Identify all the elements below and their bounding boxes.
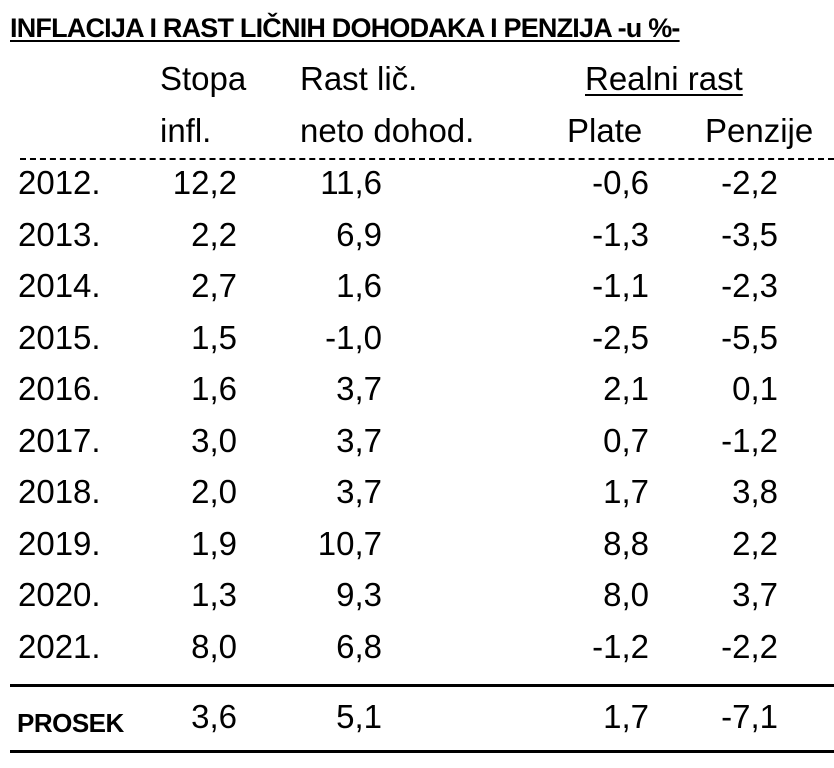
cell-rast: 3,7 — [336, 421, 382, 459]
cell-plate: 8,0 — [603, 576, 649, 613]
cell-penzije: -3,5 — [721, 215, 778, 253]
cell-infl: 8,0 — [191, 627, 237, 665]
cell-penzije: 3,7 — [732, 576, 778, 613]
table-row: 2020. 1,3 9,3 8,0 3,7 — [0, 576, 834, 628]
table-row: 2017. 3,0 3,7 0,7 -1,2 — [0, 422, 834, 474]
cell-penzije: -2,3 — [721, 267, 778, 304]
cell-infl: 2,7 — [191, 267, 237, 304]
cell-infl: 1,3 — [191, 576, 237, 613]
header-infl: infl. — [160, 112, 212, 149]
table-row: 2012. 12,2 11,6 -0,6 -2,2 — [0, 164, 834, 216]
cell-rast: 10,7 — [317, 524, 382, 562]
cell-infl: 1,6 — [191, 370, 237, 407]
table-row: 2021. 8,0 6,8 -1,2 -2,2 — [0, 628, 834, 680]
header-realni-rast: Realni rast — [585, 60, 743, 97]
cell-year: 2021. — [18, 627, 101, 665]
cell-rast: -1,0 — [325, 318, 382, 356]
summary-penzije: -7,1 — [721, 698, 778, 735]
cell-infl: 12,2 — [172, 164, 237, 201]
cell-plate: 2,1 — [603, 370, 649, 407]
cell-rast: 6,9 — [336, 215, 382, 253]
cell-plate: -2,5 — [592, 318, 649, 356]
cell-rast: 6,8 — [336, 627, 382, 665]
cell-plate: -0,6 — [592, 164, 649, 201]
table-row: 2013. 2,2 6,9 -1,3 -3,5 — [0, 216, 834, 268]
cell-year: 2019. — [18, 524, 101, 562]
summary-row: PROSEK 3,6 5,1 1,7 -7,1 — [0, 698, 834, 750]
cell-plate: 8,8 — [603, 524, 649, 562]
header-rast: Rast lič. — [300, 60, 418, 97]
summary-divider — [10, 684, 834, 687]
cell-rast: 3,7 — [336, 370, 382, 407]
cell-year: 2015. — [18, 318, 101, 356]
cell-penzije: -2,2 — [721, 164, 778, 201]
cell-plate: -1,3 — [592, 215, 649, 253]
cell-infl: 2,2 — [191, 215, 237, 253]
cell-year: 2018. — [18, 473, 101, 510]
table-row: 2018. 2,0 3,7 1,7 3,8 — [0, 473, 834, 525]
cell-rast: 1,6 — [336, 267, 382, 304]
header-penzije: Penzije — [705, 112, 814, 149]
table-row: 2015. 1,5 -1,0 -2,5 -5,5 — [0, 319, 834, 371]
cell-plate: -1,2 — [592, 627, 649, 665]
cell-rast: 9,3 — [336, 576, 382, 613]
cell-infl: 1,5 — [191, 318, 237, 356]
table-row: 2016. 1,6 3,7 2,1 0,1 — [0, 370, 834, 422]
cell-year: 2016. — [18, 370, 101, 407]
header-plate: Plate — [567, 112, 643, 149]
table-row: 2014. 2,7 1,6 -1,1 -2,3 — [0, 267, 834, 319]
cell-rast: 3,7 — [336, 473, 382, 510]
cell-rast: 11,6 — [320, 164, 382, 201]
table-title: INFLACIJA I RAST LIČNIH DOHODAKA I PENZI… — [10, 13, 680, 43]
cell-infl: 2,0 — [191, 473, 237, 510]
cell-year: 2017. — [18, 421, 101, 459]
cell-year: 2014. — [18, 267, 101, 304]
cell-year: 2012. — [18, 164, 101, 201]
summary-rast: 5,1 — [336, 698, 382, 735]
cell-year: 2013. — [18, 215, 101, 253]
cell-plate: 1,7 — [603, 473, 649, 510]
header-stopa: Stopa — [160, 60, 247, 97]
cell-penzije: 2,2 — [732, 524, 778, 562]
cell-penzije: 0,1 — [732, 370, 778, 407]
table-row: 2019. 1,9 10,7 8,8 2,2 — [0, 525, 834, 577]
cell-penzije: -5,5 — [721, 318, 778, 356]
cell-penzije: -1,2 — [721, 421, 778, 459]
bottom-rule — [10, 750, 834, 753]
cell-infl: 3,0 — [191, 421, 237, 459]
cell-infl: 1,9 — [191, 524, 237, 562]
cell-plate: -1,1 — [592, 267, 649, 304]
cell-penzije: 3,8 — [732, 473, 778, 510]
cell-penzije: -2,2 — [721, 627, 778, 665]
summary-infl: 3,6 — [191, 698, 237, 735]
cell-plate: 0,7 — [603, 421, 649, 459]
header-divider — [20, 158, 834, 160]
cell-year: 2020. — [18, 576, 101, 613]
header-neto: neto dohod. — [300, 112, 475, 149]
summary-plate: 1,7 — [603, 698, 649, 735]
summary-label: PROSEK — [17, 708, 124, 738]
